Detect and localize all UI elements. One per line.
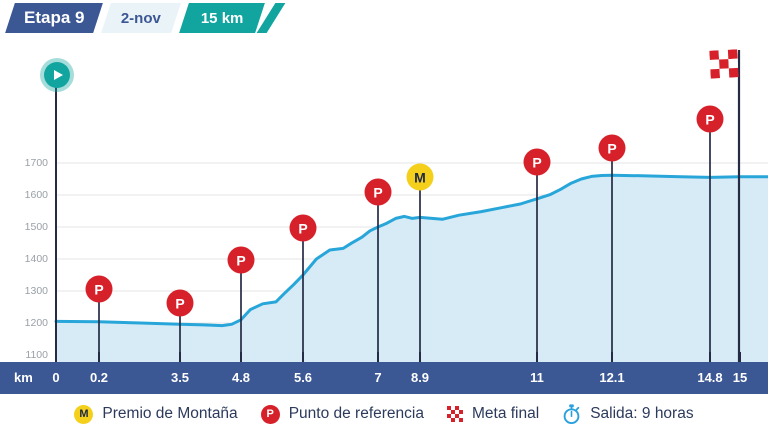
- reference-point-marker: P: [523, 148, 551, 176]
- stopwatch-icon: [563, 403, 580, 424]
- legend-label: Salida: 9 horas: [590, 405, 694, 422]
- legend-label: Punto de referencia: [288, 405, 424, 422]
- x-axis-label: 5.6: [293, 370, 313, 385]
- reference-point-marker: P: [364, 178, 392, 206]
- distance-axis-bar: km: [0, 362, 768, 394]
- finish-flag-icon: [446, 406, 463, 422]
- reference-point-marker: P: [166, 289, 194, 317]
- elevation-line: [54, 173, 768, 328]
- x-axis-label: 14.8: [697, 370, 723, 385]
- x-axis-label: 4.8: [231, 370, 251, 385]
- legend: M Premio de Montaña P Punto de referenci…: [0, 399, 768, 429]
- legend-item-mountain-prize: M Premio de Montaña: [74, 404, 238, 424]
- finish-flag-icon: [709, 49, 739, 79]
- x-axis-label: 0.2: [89, 370, 109, 385]
- x-axis-label: 7: [374, 370, 382, 385]
- reference-point-marker: P: [85, 275, 113, 303]
- mountain-prize-marker: M: [406, 163, 434, 191]
- x-axis-label: 11: [530, 370, 544, 385]
- mountain-prize-icon: M: [74, 404, 94, 424]
- reference-point-marker: P: [696, 105, 724, 133]
- x-axis-label: 3.5: [170, 370, 190, 385]
- x-axis-label: 12.1: [599, 370, 625, 385]
- reference-point-marker: P: [598, 134, 626, 162]
- reference-point-icon: P: [260, 404, 280, 424]
- reference-point-marker: P: [227, 246, 255, 274]
- x-axis-label: 15: [732, 370, 748, 385]
- start-play-icon: [40, 58, 74, 92]
- legend-label: Meta final: [471, 405, 540, 422]
- reference-point-marker: P: [289, 214, 317, 242]
- x-axis-label: 8.9: [410, 370, 430, 385]
- legend-label: Premio de Montaña: [102, 405, 238, 422]
- x-axis-label: 0: [52, 370, 60, 385]
- elevation-area: [56, 175, 768, 362]
- legend-item-reference-point: P Punto de referencia: [260, 404, 424, 424]
- legend-item-finish: Meta final: [446, 405, 540, 423]
- legend-item-start-time: Salida: 9 horas: [562, 403, 694, 425]
- axis-unit-label: km: [14, 370, 33, 385]
